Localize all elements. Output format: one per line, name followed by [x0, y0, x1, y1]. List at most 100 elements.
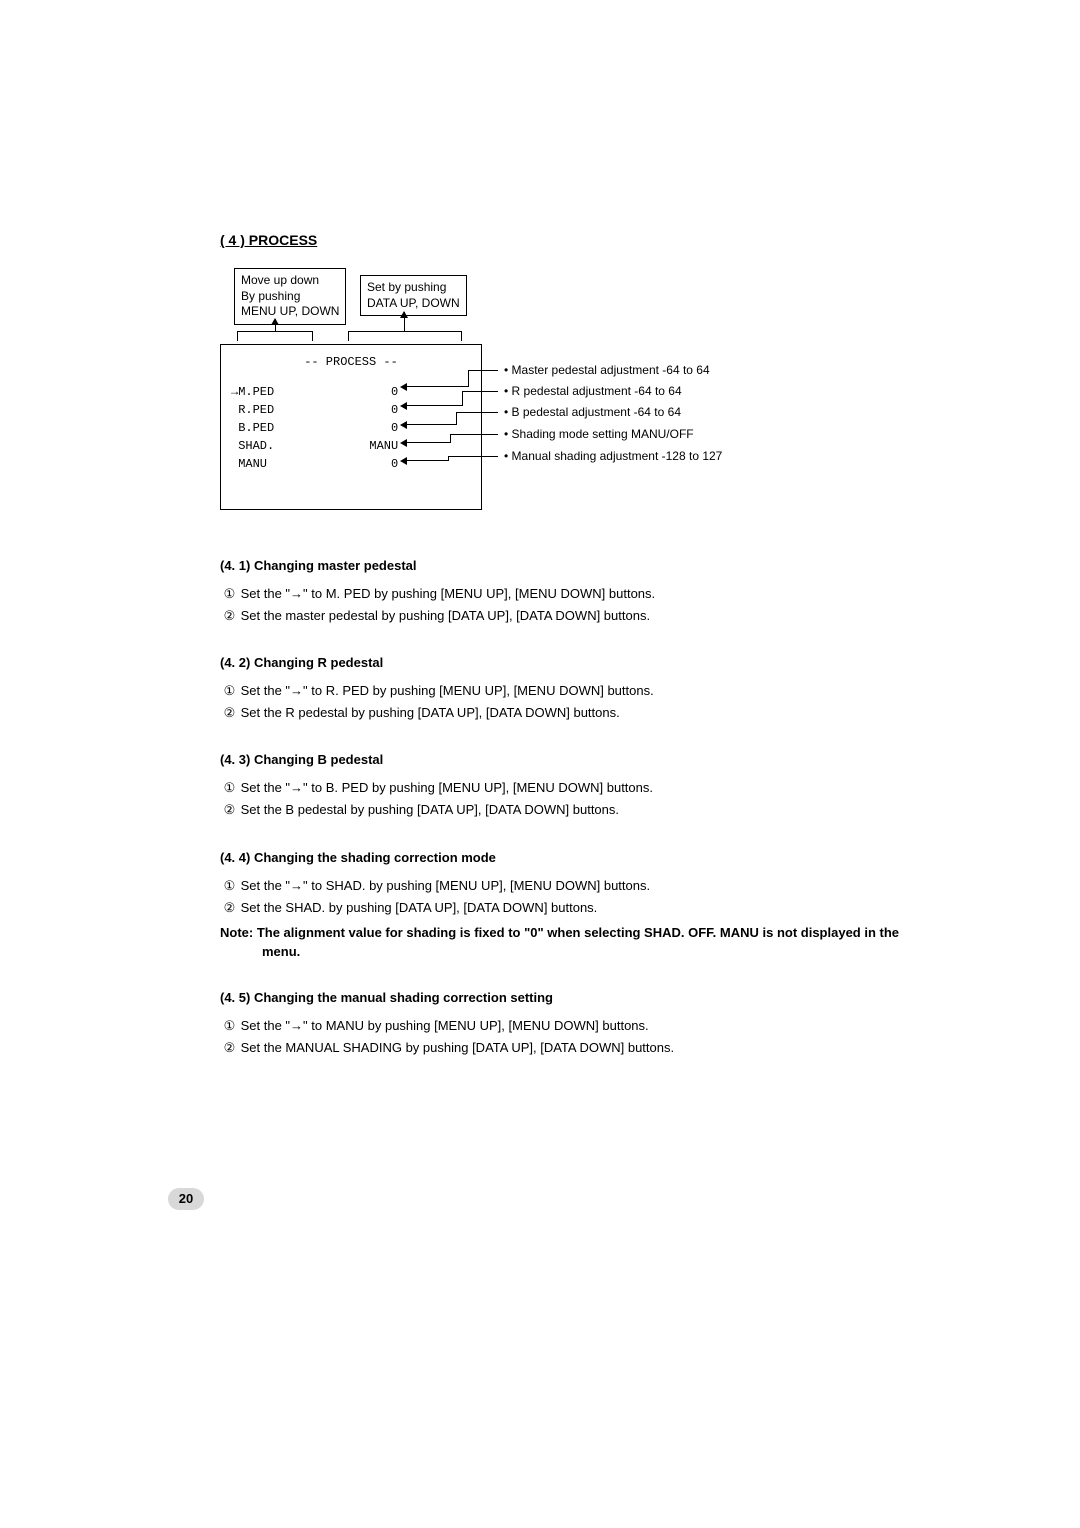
step: ① Set the "→" to B. PED by pushing [MENU…: [220, 777, 920, 799]
spacer: [231, 437, 238, 455]
connector: [406, 386, 468, 387]
menu-value: 0: [348, 419, 398, 437]
menu-value: MANU: [348, 437, 398, 455]
subsection-4-4: (4. 4) Changing the shading correction m…: [220, 850, 920, 962]
step: ② Set the R pedestal by pushing [DATA UP…: [220, 702, 920, 724]
arrow-icon: [400, 421, 407, 429]
connector: [406, 460, 448, 461]
connector: [461, 331, 462, 341]
menu-row: R.PED0: [231, 401, 471, 419]
step: ② Set the SHAD. by pushing [DATA UP], [D…: [220, 897, 920, 919]
spacer: [231, 419, 238, 437]
step-number-icon: ②: [222, 897, 237, 919]
connector: [406, 442, 450, 443]
step: ① Set the "→" to MANU by pushing [MENU U…: [220, 1015, 920, 1037]
step-text: Set the "→" to R. PED by pushing [MENU U…: [241, 683, 654, 698]
cursor-icon: →: [231, 383, 238, 401]
menu-title: -- PROCESS --: [231, 353, 471, 371]
menu-value: 0: [348, 383, 398, 401]
subsection-4-3: (4. 3) Changing B pedestal ① Set the "→"…: [220, 752, 920, 821]
page-number: 20: [168, 1188, 204, 1210]
menu-value: 0: [348, 455, 398, 473]
connector: [456, 412, 498, 413]
arrow-icon: [271, 318, 279, 325]
step: ② Set the MANUAL SHADING by pushing [DAT…: [220, 1037, 920, 1059]
menu-row: MANU0: [231, 455, 471, 473]
desc-shading-mode: Shading mode setting MANU/OFF: [504, 427, 694, 441]
step-text: Set the SHAD. by pushing [DATA UP], [DAT…: [241, 900, 598, 915]
step: ② Set the master pedestal by pushing [DA…: [220, 605, 920, 627]
subsection-4-2: (4. 2) Changing R pedestal ① Set the "→"…: [220, 655, 920, 724]
connector: [450, 434, 498, 435]
subsection-title: (4. 1) Changing master pedestal: [220, 558, 920, 573]
menu-updown-label-box: Move up down By pushing MENU UP, DOWN: [234, 268, 346, 325]
connector: [312, 331, 313, 341]
step-number-icon: ②: [222, 799, 237, 821]
connector: [462, 391, 463, 406]
step: ① Set the "→" to SHAD. by pushing [MENU …: [220, 875, 920, 897]
menu-screen: -- PROCESS -- →M.PED0 R.PED0 B.PED0 SHAD…: [220, 344, 482, 510]
connector: [237, 331, 312, 332]
step-number-icon: ②: [222, 702, 237, 724]
subsection-title: (4. 5) Changing the manual shading corre…: [220, 990, 920, 1005]
connector: [468, 370, 498, 371]
arrow-icon: [400, 402, 407, 410]
connector: [456, 412, 457, 425]
connector: [406, 424, 456, 425]
step-number-icon: ①: [222, 1015, 237, 1037]
step-text: Set the master pedestal by pushing [DATA…: [241, 608, 650, 623]
note-text: Note: The alignment value for shading is…: [220, 923, 920, 962]
arrow-icon: [400, 457, 407, 465]
label-line: DATA UP, DOWN: [367, 296, 460, 312]
desc-b-pedestal: B pedestal adjustment -64 to 64: [504, 405, 681, 419]
page-content: ( 4 ) PROCESS Move up down By pushing ME…: [220, 232, 920, 1087]
subsection-title: (4. 2) Changing R pedestal: [220, 655, 920, 670]
desc-manual-shading: Manual shading adjustment -128 to 127: [504, 449, 722, 463]
step-text: Set the MANUAL SHADING by pushing [DATA …: [241, 1040, 674, 1055]
desc-r-pedestal: R pedestal adjustment -64 to 64: [504, 384, 682, 398]
connector: [462, 391, 498, 392]
label-line: MENU UP, DOWN: [241, 304, 339, 320]
menu-value: 0: [348, 401, 398, 419]
label-line: By pushing: [241, 289, 339, 305]
step-text: Set the "→" to M. PED by pushing [MENU U…: [241, 586, 656, 601]
menu-label: B.PED: [238, 419, 348, 437]
subsection-title: (4. 4) Changing the shading correction m…: [220, 850, 920, 865]
step-number-icon: ①: [222, 875, 237, 897]
step: ① Set the "→" to R. PED by pushing [MENU…: [220, 680, 920, 702]
menu-label: SHAD.: [238, 437, 348, 455]
step: ② Set the B pedestal by pushing [DATA UP…: [220, 799, 920, 821]
subsection-4-5: (4. 5) Changing the manual shading corre…: [220, 990, 920, 1059]
arrow-icon: [400, 439, 407, 447]
menu-row: SHAD.MANU: [231, 437, 471, 455]
step-text: Set the B pedestal by pushing [DATA UP],…: [241, 802, 619, 817]
connector: [237, 331, 238, 341]
label-line: Move up down: [241, 273, 339, 289]
step-number-icon: ①: [222, 680, 237, 702]
spacer: [231, 455, 238, 473]
connector: [406, 405, 462, 406]
menu-label: M.PED: [238, 383, 348, 401]
section-header: ( 4 ) PROCESS: [220, 232, 920, 248]
menu-label: MANU: [238, 455, 348, 473]
step-text: Set the "→" to B. PED by pushing [MENU U…: [241, 780, 653, 795]
step-number-icon: ②: [222, 605, 237, 627]
connector: [348, 331, 349, 341]
arrow-icon: [400, 311, 408, 318]
arrow-icon: [400, 383, 407, 391]
subsection-title: (4. 3) Changing B pedestal: [220, 752, 920, 767]
connector: [468, 370, 469, 387]
connector: [450, 434, 451, 443]
step-text: Set the "→" to SHAD. by pushing [MENU UP…: [241, 878, 650, 893]
data-updown-label-box: Set by pushing DATA UP, DOWN: [360, 275, 467, 316]
spacer: [231, 401, 238, 419]
label-line: Set by pushing: [367, 280, 460, 296]
step-number-icon: ①: [222, 777, 237, 799]
step: ① Set the "→" to M. PED by pushing [MENU…: [220, 583, 920, 605]
step-number-icon: ①: [222, 583, 237, 605]
subsection-4-1: (4. 1) Changing master pedestal ① Set th…: [220, 558, 920, 627]
connector: [448, 456, 498, 457]
menu-row: B.PED0: [231, 419, 471, 437]
step-number-icon: ②: [222, 1037, 237, 1059]
process-diagram: Move up down By pushing MENU UP, DOWN Se…: [220, 268, 920, 528]
